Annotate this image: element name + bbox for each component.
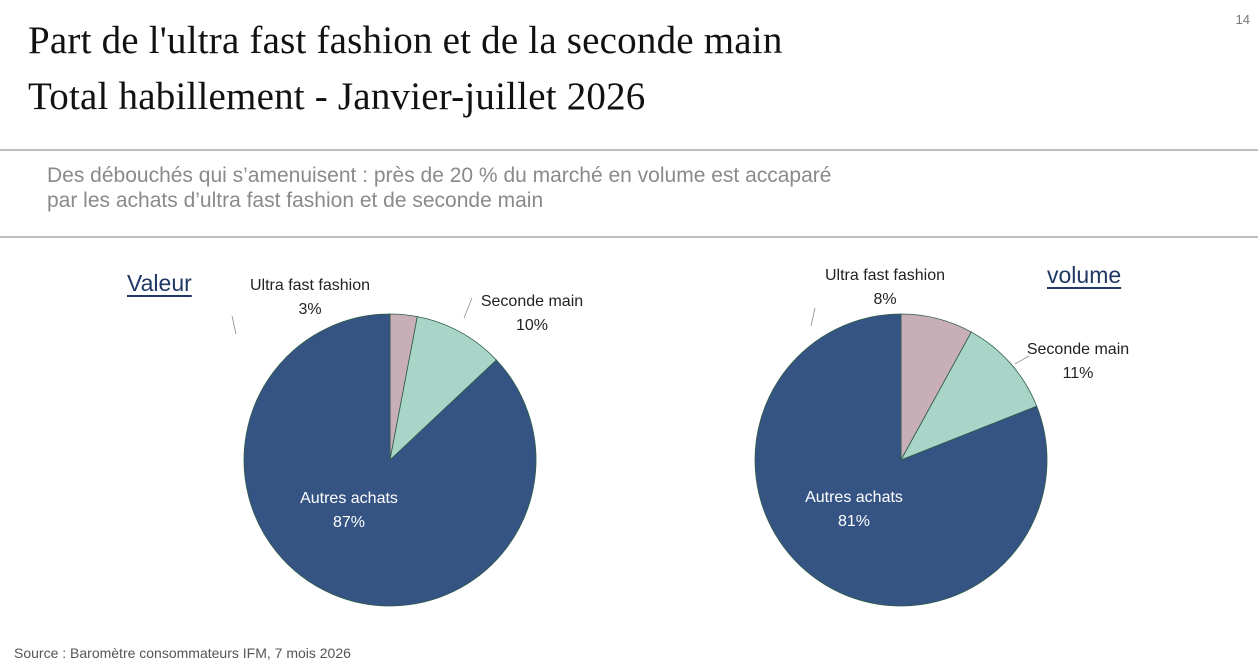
- top-divider: [0, 149, 1258, 151]
- subtitle: Des débouchés qui s’amenuisent : près de…: [47, 163, 1007, 213]
- chart-title-valeur: Valeur: [127, 270, 192, 296]
- subtitle-line-1: Des débouchés qui s’amenuisent : près de…: [47, 164, 832, 187]
- label-name: Autres achats: [805, 489, 903, 506]
- label-value: 3%: [298, 301, 322, 318]
- label-volume-ultra-fast-fashion: Ultra fast fashion 8%: [825, 264, 945, 312]
- label-value: 87%: [332, 514, 366, 531]
- pie-slice-volume-autres-achats: [754, 313, 1048, 607]
- pie-chart-valeur: [231, 297, 537, 607]
- pie-chart-volume: [754, 307, 1048, 607]
- pie-slice-volume-seconde-main: [900, 331, 1038, 461]
- label-name: Ultra fast fashion: [824, 267, 946, 284]
- label-value: 81%: [837, 513, 871, 530]
- label-volume-autres-achats: Autres achats 81%: [805, 486, 903, 534]
- label-valeur-autres-achats: Autres achats 87%: [300, 487, 398, 535]
- leader-line-volume-seconde-main: [1014, 355, 1030, 365]
- pie-slice-valeur-autres-achats: [243, 313, 537, 607]
- leader-line-valeur-seconde-main: [463, 297, 473, 319]
- label-valeur-seconde-main: Seconde main 10%: [481, 290, 583, 338]
- leader-line-valeur-ultra-fast-fashion: [231, 315, 237, 335]
- page-number: 14: [1235, 12, 1250, 27]
- pie-slice-valeur-seconde-main: [389, 316, 497, 462]
- page-title-line-2: Total habillement - Janvier-juillet 2026: [28, 75, 646, 118]
- page-title-line-1: Part de l'ultra fast fashion et de la se…: [28, 19, 783, 62]
- label-name: Seconde main: [480, 293, 584, 310]
- chart-title-volume: volume: [1047, 262, 1122, 288]
- subtitle-line-2: par les achats d’ultra fast fashion et d…: [47, 189, 544, 212]
- leader-line-volume-ultra-fast-fashion: [810, 307, 816, 327]
- label-value: 11%: [1062, 365, 1094, 382]
- label-valeur-ultra-fast-fashion: Ultra fast fashion 3%: [250, 274, 370, 322]
- label-volume-seconde-main: Seconde main 11%: [1027, 338, 1129, 386]
- label-value: 10%: [515, 317, 549, 334]
- bottom-divider: [0, 236, 1258, 238]
- label-name: Seconde main: [1026, 341, 1130, 358]
- label-name: Autres achats: [300, 490, 398, 507]
- label-name: Ultra fast fashion: [249, 277, 371, 294]
- label-value: 8%: [873, 291, 897, 308]
- source-note: Source : Baromètre consommateurs IFM, 7 …: [14, 645, 351, 661]
